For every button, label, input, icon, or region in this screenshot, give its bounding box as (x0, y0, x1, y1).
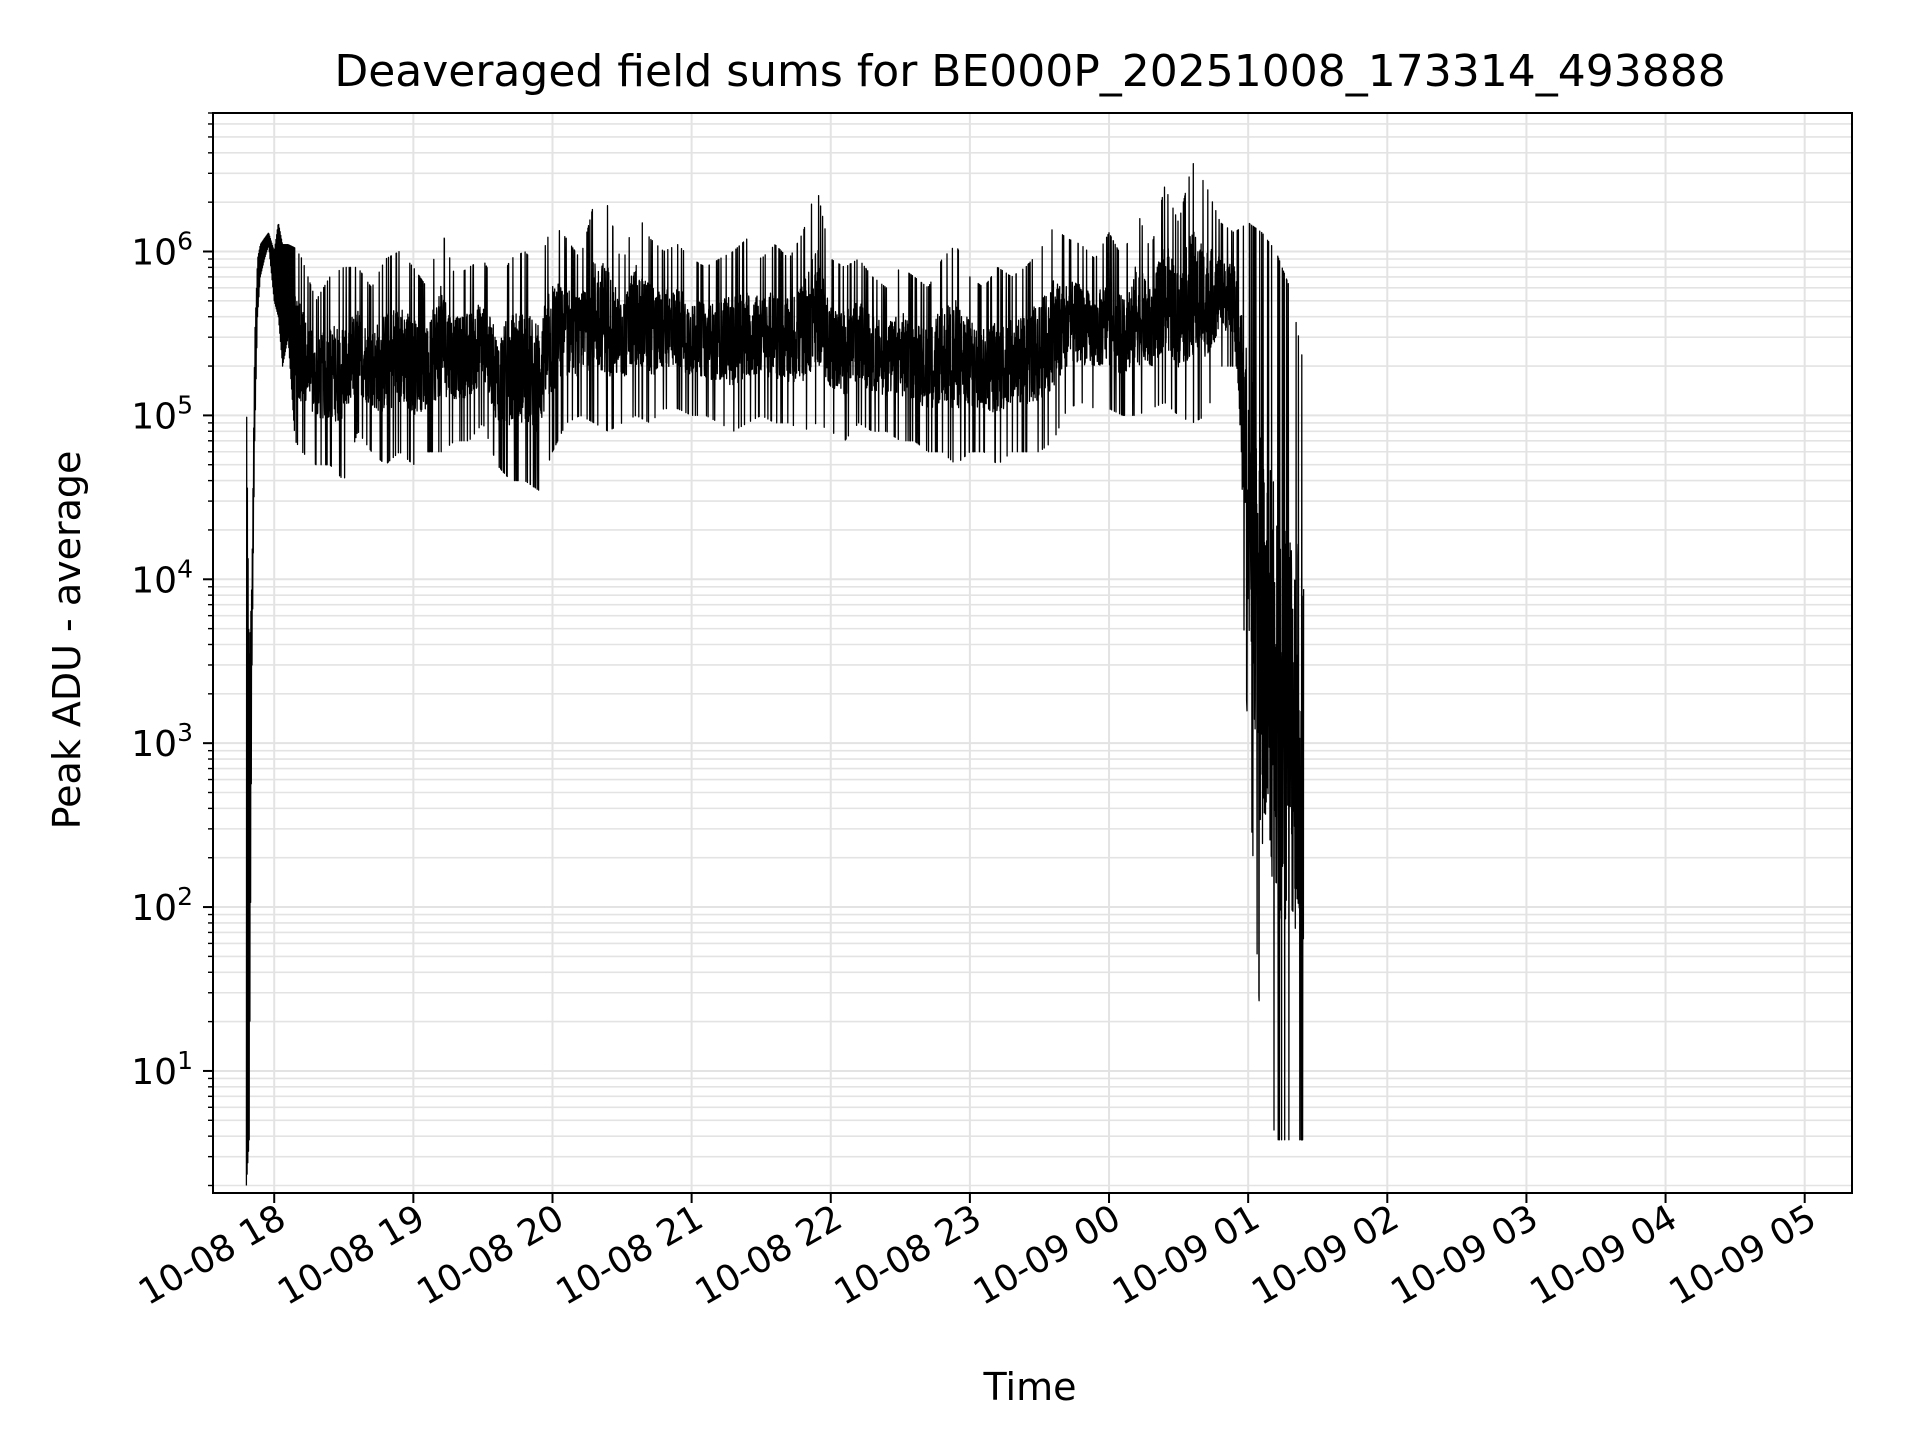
series-line (245, 163, 1305, 1186)
y-tick-base: 10 (131, 560, 177, 601)
y-tick-base: 10 (131, 888, 177, 929)
y-tick-exponent: 5 (177, 390, 193, 419)
series-layer (245, 163, 1305, 1186)
y-tick-exponent: 6 (177, 227, 193, 256)
y-axis-label: Peak ADU - average (45, 451, 89, 830)
y-tick-exponent: 4 (177, 554, 193, 583)
plot-area-frame (212, 112, 1853, 1194)
chart-title: Deaveraged field sums for BE000P_2025100… (334, 46, 1725, 97)
y-tick-label: 101 (131, 1046, 193, 1093)
y-tick-base: 10 (131, 233, 177, 274)
y-tick-exponent: 1 (177, 1046, 193, 1075)
y-tick-base: 10 (131, 396, 177, 437)
y-tick-exponent: 3 (177, 718, 193, 747)
y-tick-label: 102 (131, 882, 193, 929)
grid-lines (213, 112, 1852, 1193)
y-tick-exponent: 2 (177, 882, 193, 911)
y-tick-label: 105 (131, 390, 193, 437)
y-tick-base: 10 (131, 1052, 177, 1093)
y-tick-label: 103 (131, 718, 193, 765)
y-tick-label: 104 (131, 554, 193, 601)
y-tick-label: 106 (131, 227, 193, 274)
x-axis-label: Time (983, 1365, 1077, 1409)
y-tick-base: 10 (131, 724, 177, 765)
